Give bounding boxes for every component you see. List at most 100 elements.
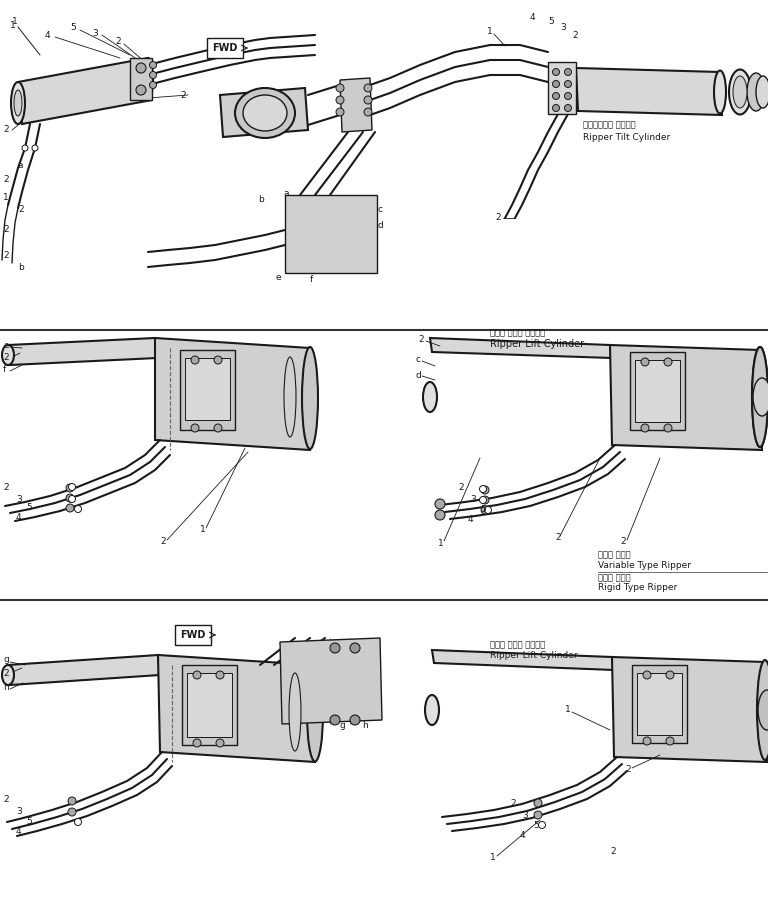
Text: 3: 3 <box>92 29 98 38</box>
Circle shape <box>330 715 340 725</box>
Text: リッパテルト シリンダ: リッパテルト シリンダ <box>583 121 636 130</box>
Polygon shape <box>158 655 315 762</box>
Ellipse shape <box>235 88 295 138</box>
Circle shape <box>336 84 344 92</box>
Circle shape <box>666 671 674 679</box>
Ellipse shape <box>302 347 318 449</box>
Ellipse shape <box>423 382 437 412</box>
Text: 3: 3 <box>560 23 566 32</box>
Bar <box>182 665 237 745</box>
Ellipse shape <box>2 665 14 685</box>
Bar <box>175 625 211 645</box>
Circle shape <box>481 506 489 514</box>
Text: b: b <box>18 264 24 273</box>
Circle shape <box>150 82 157 88</box>
Text: e: e <box>3 340 8 349</box>
Text: 可変式 リッパ: 可変式 リッパ <box>598 551 631 560</box>
Text: 1: 1 <box>3 193 8 202</box>
Circle shape <box>481 496 489 504</box>
Circle shape <box>216 739 224 747</box>
Circle shape <box>435 499 445 509</box>
Text: 2: 2 <box>620 537 626 546</box>
Text: 1: 1 <box>565 706 571 715</box>
Circle shape <box>643 737 651 745</box>
Text: h: h <box>362 721 368 730</box>
Ellipse shape <box>757 660 768 760</box>
Polygon shape <box>8 655 160 685</box>
Circle shape <box>193 671 201 679</box>
Ellipse shape <box>143 58 153 100</box>
Circle shape <box>191 424 199 432</box>
Circle shape <box>538 822 545 829</box>
Circle shape <box>150 71 157 78</box>
Circle shape <box>479 485 486 492</box>
Circle shape <box>534 811 542 819</box>
Ellipse shape <box>2 345 14 365</box>
Circle shape <box>193 739 201 747</box>
Bar <box>185 358 230 420</box>
Polygon shape <box>432 650 614 670</box>
Circle shape <box>435 510 445 520</box>
Circle shape <box>479 497 486 503</box>
Text: リッパ リフト シリンダ: リッパ リフト シリンダ <box>490 328 545 338</box>
Circle shape <box>364 108 372 116</box>
Circle shape <box>666 737 674 745</box>
Circle shape <box>68 483 75 490</box>
Text: 2: 2 <box>160 537 166 546</box>
Text: リッパ リフト シリンダ: リッパ リフト シリンダ <box>490 641 545 650</box>
Text: 1: 1 <box>438 538 444 547</box>
Text: Ripper Lift Cylinder: Ripper Lift Cylinder <box>490 339 584 349</box>
Circle shape <box>481 486 489 494</box>
Text: b: b <box>258 195 263 204</box>
Circle shape <box>74 506 81 512</box>
Text: a: a <box>283 188 289 197</box>
Text: 5: 5 <box>548 17 554 26</box>
Text: 1: 1 <box>490 853 496 862</box>
Circle shape <box>330 643 340 653</box>
Ellipse shape <box>752 347 768 447</box>
Circle shape <box>534 799 542 807</box>
Text: 2: 2 <box>572 31 578 40</box>
Circle shape <box>68 808 76 816</box>
Circle shape <box>22 145 28 151</box>
Polygon shape <box>430 338 612 358</box>
Text: 1: 1 <box>10 21 16 30</box>
Ellipse shape <box>733 76 747 108</box>
Bar <box>207 38 243 58</box>
Text: a: a <box>18 160 24 169</box>
Text: d: d <box>416 371 422 380</box>
Circle shape <box>68 797 76 805</box>
Text: 2: 2 <box>3 226 8 235</box>
Ellipse shape <box>425 695 439 725</box>
Polygon shape <box>610 345 762 450</box>
Ellipse shape <box>729 69 751 114</box>
Polygon shape <box>220 88 308 137</box>
Text: FWD: FWD <box>180 630 206 640</box>
Text: Rigid Type Ripper: Rigid Type Ripper <box>598 583 677 592</box>
Circle shape <box>552 68 560 76</box>
Polygon shape <box>8 338 157 365</box>
Text: d: d <box>377 220 382 230</box>
Circle shape <box>214 356 222 364</box>
Text: 4: 4 <box>520 832 525 841</box>
Text: Variable Type Ripper: Variable Type Ripper <box>598 561 691 570</box>
Circle shape <box>191 356 199 364</box>
Text: 2: 2 <box>3 669 8 678</box>
Text: e: e <box>275 274 280 283</box>
Circle shape <box>66 504 74 512</box>
Circle shape <box>66 484 74 492</box>
Text: g: g <box>340 721 346 730</box>
Text: 2: 2 <box>3 482 8 491</box>
Ellipse shape <box>289 673 301 751</box>
Text: 2: 2 <box>180 91 186 100</box>
Text: 5: 5 <box>70 22 76 32</box>
Text: 2: 2 <box>610 848 616 857</box>
Text: 5: 5 <box>26 503 31 512</box>
Text: c: c <box>377 205 382 214</box>
Polygon shape <box>612 657 767 762</box>
Text: 4: 4 <box>16 514 22 523</box>
Ellipse shape <box>758 690 768 730</box>
Text: f: f <box>310 275 313 284</box>
Circle shape <box>564 93 571 100</box>
Ellipse shape <box>284 357 296 437</box>
